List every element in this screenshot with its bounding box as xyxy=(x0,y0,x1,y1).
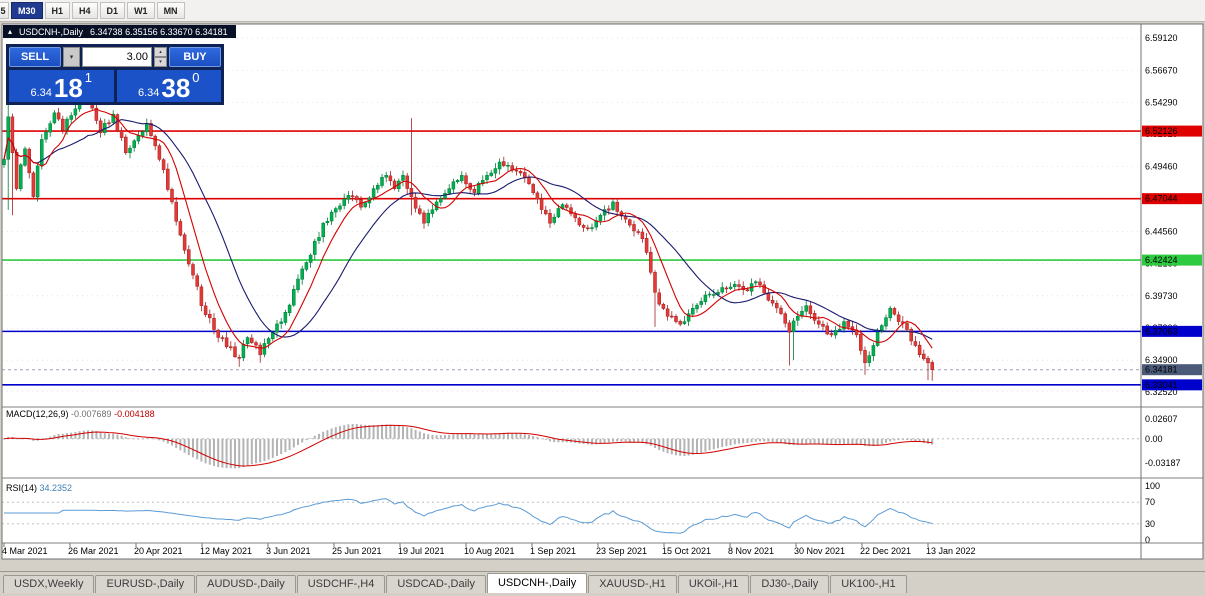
svg-text:6.52126: 6.52126 xyxy=(1145,126,1178,136)
svg-text:10 Aug 2021: 10 Aug 2021 xyxy=(464,546,515,556)
svg-text:23 Sep 2021: 23 Sep 2021 xyxy=(596,546,647,556)
tab-dj30-daily[interactable]: DJ30-,Daily xyxy=(750,575,830,593)
svg-text:30: 30 xyxy=(1145,519,1155,529)
svg-text:0.00: 0.00 xyxy=(1145,434,1163,444)
svg-text:25 Jun 2021: 25 Jun 2021 xyxy=(332,546,382,556)
svg-text:20 Apr 2021: 20 Apr 2021 xyxy=(134,546,183,556)
svg-text:6.37063: 6.37063 xyxy=(1145,326,1178,336)
svg-text:6.32520: 6.32520 xyxy=(1145,387,1178,397)
svg-text:6.59120: 6.59120 xyxy=(1145,33,1178,43)
buy-price-display[interactable]: 6.34 38 0 xyxy=(116,70,221,103)
svg-text:19 Jul 2021: 19 Jul 2021 xyxy=(398,546,445,556)
svg-text:13 Jan 2022: 13 Jan 2022 xyxy=(926,546,976,556)
svg-text:6.56670: 6.56670 xyxy=(1145,66,1178,76)
volume-spinner[interactable]: ▴ ▾ xyxy=(154,47,167,67)
macd-label: MACD(12,26,9) -0.007689 -0.004188 xyxy=(6,409,155,419)
svg-text:26 Mar 2021: 26 Mar 2021 xyxy=(68,546,119,556)
tab-audusd-daily[interactable]: AUDUSD-,Daily xyxy=(196,575,296,593)
chart-title-bar: ▴ USDCNH-,Daily 6.34738 6.35156 6.33670 … xyxy=(3,25,236,38)
chart-tabs-bar: USDX,Weekly EURUSD-,Daily AUDUSD-,Daily … xyxy=(0,571,1205,593)
one-click-trading-panel: SELL ▾ ▴ ▾ BUY 6.34 18 1 6.34 38 0 xyxy=(6,44,224,105)
tab-usdchf-h4[interactable]: USDCHF-,H4 xyxy=(296,575,386,593)
svg-text:4 Mar 2021: 4 Mar 2021 xyxy=(2,546,48,556)
time-axis: 4 Mar 2021 26 Mar 2021 20 Apr 2021 12 May 2… xyxy=(2,543,976,556)
tab-usdcnh-daily[interactable]: USDCNH-,Daily xyxy=(486,573,588,593)
tab-xauusd-h1[interactable]: XAUUSD-,H1 xyxy=(588,575,677,593)
svg-text:12 May 2021: 12 May 2021 xyxy=(200,546,252,556)
timeframe-h1-button[interactable]: H1 xyxy=(44,2,71,19)
svg-text:100: 100 xyxy=(1145,481,1160,491)
svg-text:8 Nov 2021: 8 Nov 2021 xyxy=(728,546,774,556)
svg-text:22 Dec 2021: 22 Dec 2021 xyxy=(860,546,911,556)
svg-text:6.34181: 6.34181 xyxy=(1145,365,1178,375)
tab-usdcad-daily[interactable]: USDCAD-,Daily xyxy=(386,575,486,593)
spinner-down-icon[interactable]: ▾ xyxy=(154,57,167,67)
collapse-arrow-icon[interactable]: ▴ xyxy=(8,27,13,36)
chart-ohlc-values: 6.34738 6.35156 6.33670 6.34181 xyxy=(90,26,228,37)
svg-text:6.42424: 6.42424 xyxy=(1145,255,1178,265)
volume-decrease-icon[interactable]: ▾ xyxy=(63,47,80,67)
sell-price-small: 6.34 xyxy=(30,87,52,99)
timeframe-m30-button[interactable]: M30 xyxy=(11,2,43,19)
rsi-indicator: 100 70 30 0 RSI(14) 34.2352 xyxy=(2,481,1160,545)
timeframe-toolbar: 5 M30 H1 H4 D1 W1 MN xyxy=(0,0,1205,22)
svg-text:70: 70 xyxy=(1145,497,1155,507)
svg-text:6.44560: 6.44560 xyxy=(1145,227,1178,237)
spinner-up-icon[interactable]: ▴ xyxy=(154,47,167,57)
sell-price-pip: 1 xyxy=(84,70,93,85)
timeframe-d1-button[interactable]: D1 xyxy=(99,2,126,19)
tab-usdx-weekly[interactable]: USDX,Weekly xyxy=(3,575,95,593)
timeframe-mn-button[interactable]: MN xyxy=(156,2,185,19)
svg-text:6.39730: 6.39730 xyxy=(1145,291,1178,301)
rsi-label: RSI(14) 34.2352 xyxy=(6,483,72,493)
price-tags: 6.52126 6.47044 6.42424 6.37063 6.33041 6.341… xyxy=(1142,125,1202,391)
svg-text:3 Jun 2021: 3 Jun 2021 xyxy=(266,546,311,556)
tab-eurusd-daily[interactable]: EURUSD-,Daily xyxy=(95,575,196,593)
volume-input[interactable] xyxy=(82,47,152,67)
macd-indicator: 0.02607 0.00 -0.03187 MACD(12,26,9) -0.0076… xyxy=(2,409,1181,469)
svg-text:6.54290: 6.54290 xyxy=(1145,97,1178,107)
svg-text:0: 0 xyxy=(1145,535,1150,545)
svg-text:30 Nov 2021: 30 Nov 2021 xyxy=(794,546,845,556)
buy-price-big: 38 xyxy=(161,73,191,103)
tab-ukoil-h1[interactable]: UKOil-,H1 xyxy=(677,575,750,593)
candlestick-series xyxy=(2,88,934,381)
svg-text:-0.03187: -0.03187 xyxy=(1145,458,1181,468)
buy-price-pip: 0 xyxy=(192,70,200,85)
ma-fast-line xyxy=(3,108,933,349)
ma-slow-line xyxy=(3,119,933,340)
buy-button[interactable]: BUY xyxy=(169,47,221,67)
svg-text:1 Sep 2021: 1 Sep 2021 xyxy=(530,546,576,556)
horizontal-levels[interactable] xyxy=(2,130,1141,386)
timeframe-h4-button[interactable]: H4 xyxy=(72,2,98,19)
chart-symbol-title: USDCNH-,Daily xyxy=(19,26,84,37)
tab-uk100-h1[interactable]: UK100-,H1 xyxy=(830,575,907,593)
sell-price-display[interactable]: 6.34 18 1 xyxy=(9,70,114,102)
svg-text:6.47044: 6.47044 xyxy=(1145,194,1178,204)
buy-price-small: 6.34 xyxy=(137,87,160,99)
svg-text:6.34900: 6.34900 xyxy=(1145,355,1178,365)
sell-button[interactable]: SELL xyxy=(9,47,61,67)
svg-text:6.33041: 6.33041 xyxy=(1145,380,1178,390)
timeframe-m5-button[interactable]: 5 xyxy=(0,2,9,19)
sell-price-big: 18 xyxy=(53,73,83,103)
svg-text:0.02607: 0.02607 xyxy=(1145,414,1178,424)
timeframe-w1-button[interactable]: W1 xyxy=(127,2,155,19)
svg-text:15 Oct 2021: 15 Oct 2021 xyxy=(662,546,711,556)
svg-text:6.49460: 6.49460 xyxy=(1145,162,1178,172)
